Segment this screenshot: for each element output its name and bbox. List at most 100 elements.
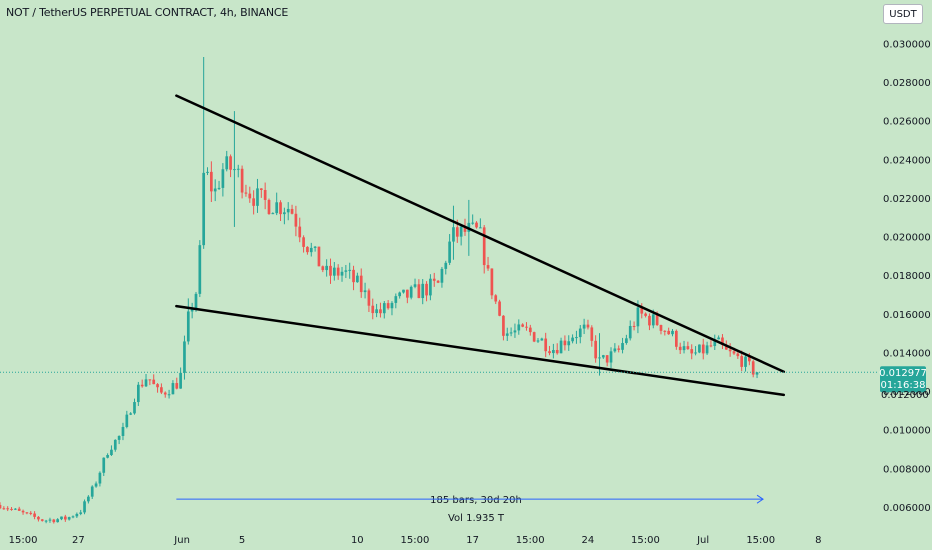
candle [601,354,605,359]
candle [248,186,252,203]
candle-body [75,513,79,517]
candle [275,192,279,216]
candle [605,355,609,367]
candle [744,354,747,372]
candle-body [0,504,2,509]
candle-body [240,168,244,193]
candle-body [87,496,90,502]
candles-layer [0,57,759,524]
candle [367,288,371,313]
candle [398,291,402,299]
candle-body [578,328,582,338]
price-axis[interactable]: 0.030000 0.028000 0.026000 0.024000 0.022000… [883,40,931,514]
candle [63,514,67,522]
candle [152,374,156,385]
candle [259,188,263,198]
candle-body [667,330,671,335]
candle [40,518,44,522]
chart-title: NOT / TetherUS PERPETUAL CONTRACT, 4h, B… [6,6,289,19]
candle-body [148,379,152,381]
candle [509,327,513,337]
candle-body [359,275,363,293]
candle-body [502,315,505,336]
candle [459,225,463,246]
candle-body [113,439,117,450]
candle [229,154,232,178]
candle-body [336,267,340,276]
time-axis[interactable]: 15:00 27 Jun 5 10 15:00 17 15:00 24 15:00 Jul 15:00… [9,535,822,546]
trendlines-layer [175,94,786,397]
trendline-lower[interactable] [175,304,786,397]
candle-body [198,245,202,294]
candle [613,343,617,353]
candle-body [6,508,10,510]
candle-body [25,512,29,514]
candle-body [183,341,186,373]
candle-body [605,355,609,363]
candle-body [732,351,736,354]
candle [409,285,413,300]
candle-body [194,293,198,309]
candle-body [425,283,428,296]
candle [87,495,90,504]
candle [233,111,236,227]
x-tick-label: Jul [696,535,709,546]
candle [344,264,348,279]
candle-body [140,384,144,387]
candle [67,516,71,521]
candle [382,301,386,319]
candle-body [352,269,355,283]
candle [83,499,86,515]
candle [186,298,190,345]
candle [306,246,309,255]
candle-body [590,327,594,341]
candle [548,345,551,356]
candle-body [17,508,21,511]
candle-body [621,343,624,350]
candle [125,410,129,429]
candle-body [98,472,102,484]
candle [202,57,206,249]
candle [102,457,106,477]
candle-body [340,271,344,276]
candle-body [675,330,678,347]
candle [0,502,2,510]
candle-body [705,345,709,354]
candle-body [83,501,86,513]
y-tick-label: 0.018000 [883,271,931,282]
candle-body [452,227,455,242]
candle [425,281,428,302]
candle-body [33,513,36,517]
y-tick-label: 0.006000 [883,503,931,514]
candle-body [160,387,163,393]
candle-body [302,237,305,247]
candle [179,367,182,389]
y-tick-label: 0.014000 [883,348,931,359]
currency-button[interactable]: USDT [883,4,923,24]
candle [517,319,521,335]
candle [236,164,240,178]
candle [728,343,732,357]
candle-body [694,352,697,354]
candle [690,344,694,360]
candle [336,264,340,280]
candle-body [601,355,605,358]
candle-body [617,348,621,350]
candle [663,330,667,336]
candle [94,481,98,488]
x-tick-label: 15:00 [9,535,38,546]
candle [578,325,582,344]
x-tick-label: 10 [351,535,364,546]
candle-body [405,289,409,298]
candle-body [256,188,259,206]
trendline-upper[interactable] [175,94,786,373]
candle-body [686,346,690,350]
candle-body [698,344,701,353]
candle [532,331,536,343]
candle [525,322,528,331]
candle-body [498,301,501,316]
candle-body [709,345,713,347]
candle-body [659,325,663,331]
candle [113,439,117,452]
